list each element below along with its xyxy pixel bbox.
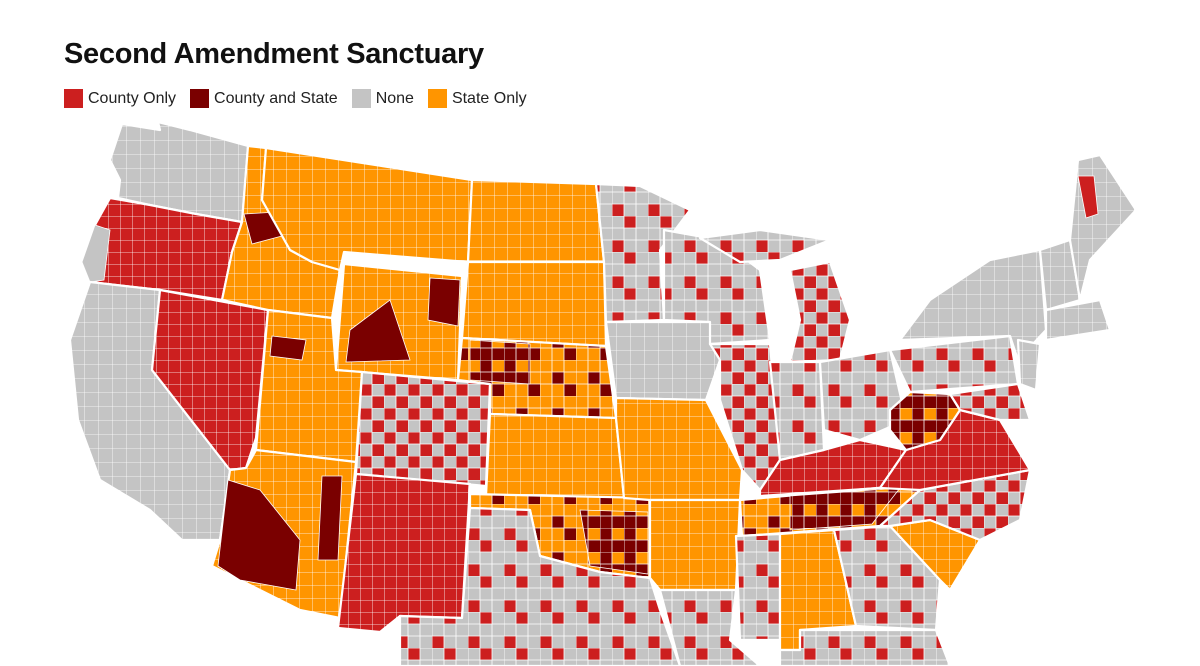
maine-county-only bbox=[1077, 175, 1099, 219]
legend-label: None bbox=[375, 89, 414, 107]
legend-swatch-none bbox=[351, 89, 371, 108]
state-new-mexico bbox=[336, 472, 472, 634]
state-north-dakota bbox=[466, 178, 606, 264]
state-mississippi bbox=[734, 532, 782, 642]
state-pennsylvania bbox=[888, 334, 1020, 394]
state-indiana bbox=[768, 360, 826, 462]
arizona-county-and-state bbox=[217, 479, 301, 591]
state-kansas bbox=[484, 412, 626, 500]
lake-michigan bbox=[774, 262, 800, 362]
legend-label: State Only bbox=[451, 89, 527, 107]
state-iowa bbox=[604, 320, 722, 402]
state-louisiana bbox=[658, 588, 762, 666]
legend-swatch-state-only bbox=[427, 89, 447, 108]
legend-item-county-and-state: County and State bbox=[190, 89, 338, 108]
state-minnesota bbox=[594, 182, 692, 324]
legend-item-county-only: County Only bbox=[64, 89, 176, 108]
nebraska-county-and-state bbox=[469, 339, 531, 385]
wyoming-county-and-state-2 bbox=[427, 277, 461, 327]
state-kentucky bbox=[758, 438, 908, 498]
utah-county-and-state bbox=[269, 335, 307, 361]
oklahoma-county-and-state-east bbox=[579, 509, 649, 575]
state-texas bbox=[398, 506, 682, 666]
legend-label: County Only bbox=[88, 89, 177, 107]
map-title: Second Amendment Sanctuary bbox=[64, 38, 484, 70]
state-florida bbox=[778, 628, 952, 666]
state-montana bbox=[260, 146, 474, 272]
legend-swatch-county-only bbox=[64, 89, 83, 108]
state-ohio bbox=[818, 348, 908, 442]
state-michigan-upper bbox=[698, 228, 832, 264]
state-michigan-lower bbox=[788, 260, 852, 364]
state-south-dakota bbox=[460, 260, 608, 348]
legend-swatch-county-and-state bbox=[190, 89, 210, 108]
state-maryland bbox=[948, 382, 1032, 422]
state-new-jersey bbox=[1016, 338, 1042, 392]
oregon-coast-none bbox=[81, 224, 111, 283]
tennessee-county-and-state bbox=[789, 487, 901, 531]
state-massachusetts-ct-ri bbox=[1044, 298, 1112, 342]
arizona-county-and-state-east bbox=[317, 475, 343, 561]
state-arkansas bbox=[648, 498, 742, 592]
legend-item-none: None bbox=[351, 89, 414, 108]
wyoming-county-and-state-1 bbox=[345, 299, 411, 363]
legend-item-state-only: State Only bbox=[427, 89, 527, 108]
legend-label: County and State bbox=[214, 89, 338, 107]
state-colorado bbox=[354, 370, 492, 488]
legend: County Only County and State None State … bbox=[64, 89, 527, 108]
